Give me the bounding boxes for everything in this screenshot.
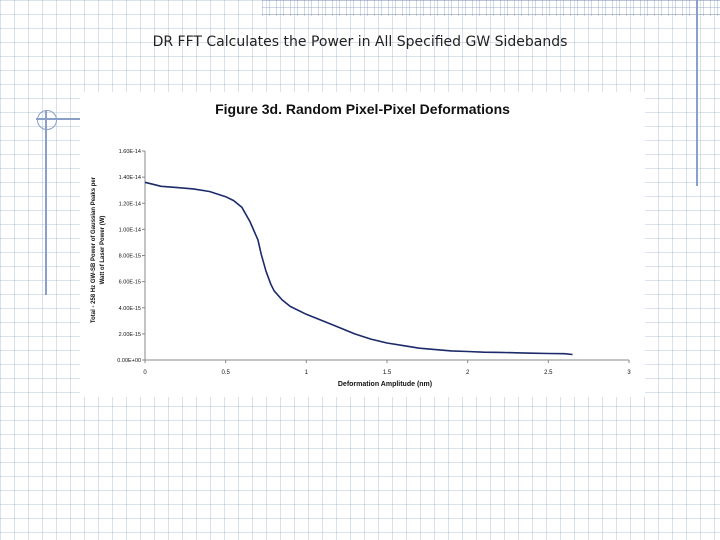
- y-tick-label: 0.00E+00: [117, 358, 141, 364]
- y-tick-label: 8.00E-15: [119, 254, 141, 260]
- y-axis-label-line2: Watt of Laser Power (W): [100, 216, 106, 285]
- left-rule: [45, 110, 47, 295]
- chart-panel: Figure 3d. Random Pixel-Pixel Deformatio…: [80, 92, 645, 397]
- y-tick-label: 1.40E-14: [119, 175, 141, 181]
- right-rule: [696, 0, 698, 186]
- chart-ticks: 0.00E+00 2.00E-15 4.00E-15 6.00E-15 8.00E-15…: [117, 149, 631, 376]
- x-tick-label: 0.5: [221, 370, 230, 376]
- header-pattern: [262, 0, 720, 16]
- x-tick-label: 3: [627, 370, 631, 376]
- y-tick-label: 6.00E-15: [119, 280, 141, 286]
- y-tick-label: 1.60E-14: [119, 149, 141, 155]
- x-axis-label: Deformation Amplitude (nm): [338, 381, 432, 388]
- x-tick-label: 1: [305, 370, 309, 376]
- y-tick-label: 2.00E-15: [119, 332, 141, 338]
- bracket-circle: [37, 110, 57, 130]
- x-tick-label: 2: [466, 370, 470, 376]
- y-tick-label: 1.00E-14: [119, 227, 141, 233]
- line-chart: 0.00E+00 2.00E-15 4.00E-15 6.00E-15 8.00E-15…: [91, 149, 631, 388]
- chart-title: Figure 3d. Random Pixel-Pixel Deformatio…: [215, 101, 510, 117]
- x-tick-label: 0: [143, 370, 147, 376]
- series-line: [144, 181, 573, 356]
- chart-series: [144, 181, 573, 356]
- x-tick-label: 1.5: [383, 370, 392, 376]
- chart-axes: [144, 151, 629, 361]
- x-tick-label: 2.5: [544, 370, 553, 376]
- slide-title: DR FFT Calculates the Power in All Speci…: [152, 34, 568, 50]
- y-tick-label: 1.20E-14: [119, 201, 141, 207]
- y-axis-label-line1: Total - 258 Hz GW-SB Power of Gaussian P…: [91, 176, 97, 323]
- y-tick-label: 4.00E-15: [119, 306, 141, 312]
